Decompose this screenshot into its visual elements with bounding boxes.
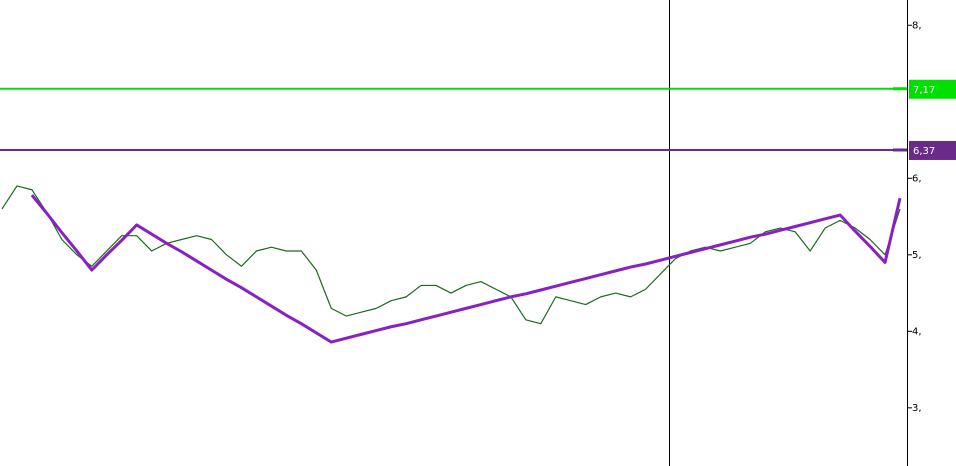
y-tick-label: 8, (912, 20, 922, 31)
level-marker (893, 148, 907, 152)
y-tick-label: 5, (912, 250, 922, 261)
level-label: 6,37 (913, 146, 935, 157)
y-tick-label: 3, (912, 403, 922, 414)
series-line (1, 185, 901, 325)
level-label-box (909, 140, 956, 160)
level-label-box (909, 79, 956, 99)
level-label: 7,17 (913, 85, 935, 96)
y-tick-label: 4, (912, 326, 922, 337)
y-tick-label: 6, (912, 173, 922, 184)
series-line (30, 194, 902, 344)
level-marker (893, 87, 907, 91)
